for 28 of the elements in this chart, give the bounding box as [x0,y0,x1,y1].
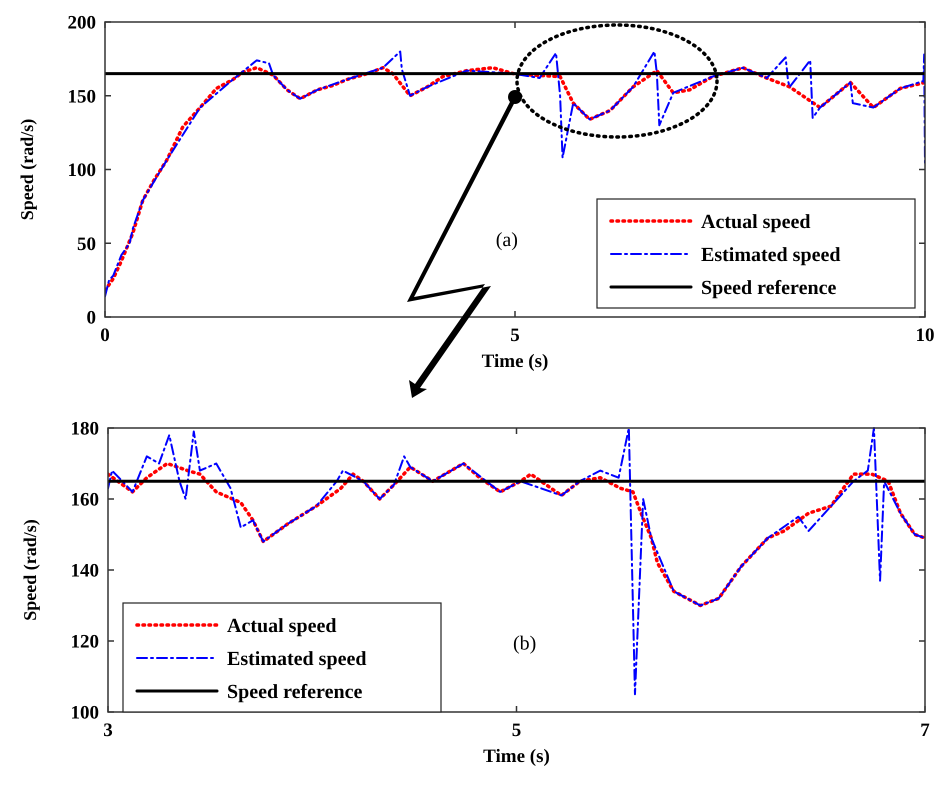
x-axis-title: Time (s) [483,746,550,767]
y-tick-label: 100 [70,702,99,724]
x-tick-label: 10 [916,325,934,346]
y-tick-label: 200 [68,12,96,34]
line-series [108,462,925,608]
y-tick-label: 100 [68,160,96,182]
x-axis-title: Time (s) [482,351,548,372]
y-tick-label: 160 [70,490,99,511]
legend-label: Actual speed [227,615,336,637]
x-tick-label: 3 [103,720,113,741]
x-tick-label: 5 [512,720,522,741]
legend-label: Actual speed [701,211,810,233]
legend-label: Speed reference [227,681,362,703]
y-tick-label: 0 [86,308,96,329]
y-tick-label: 150 [68,86,96,108]
annotation: (a) [496,229,518,252]
x-tick-label: 5 [510,325,520,346]
legend-label: Estimated speed [701,244,840,266]
annotation: (b) [513,632,536,655]
y-tick-label: 120 [70,632,99,653]
y-tick-label: 140 [70,560,99,582]
legend-label: Estimated speed [227,648,366,670]
legend-label: Speed reference [701,277,836,299]
x-tick-label: 7 [920,720,930,741]
y-axis-title: Speed (rad/s) [17,118,37,220]
y-tick-label: 180 [70,418,99,440]
y-tick-label: 50 [77,234,96,255]
y-axis-title: Speed (rad/s) [20,519,40,621]
